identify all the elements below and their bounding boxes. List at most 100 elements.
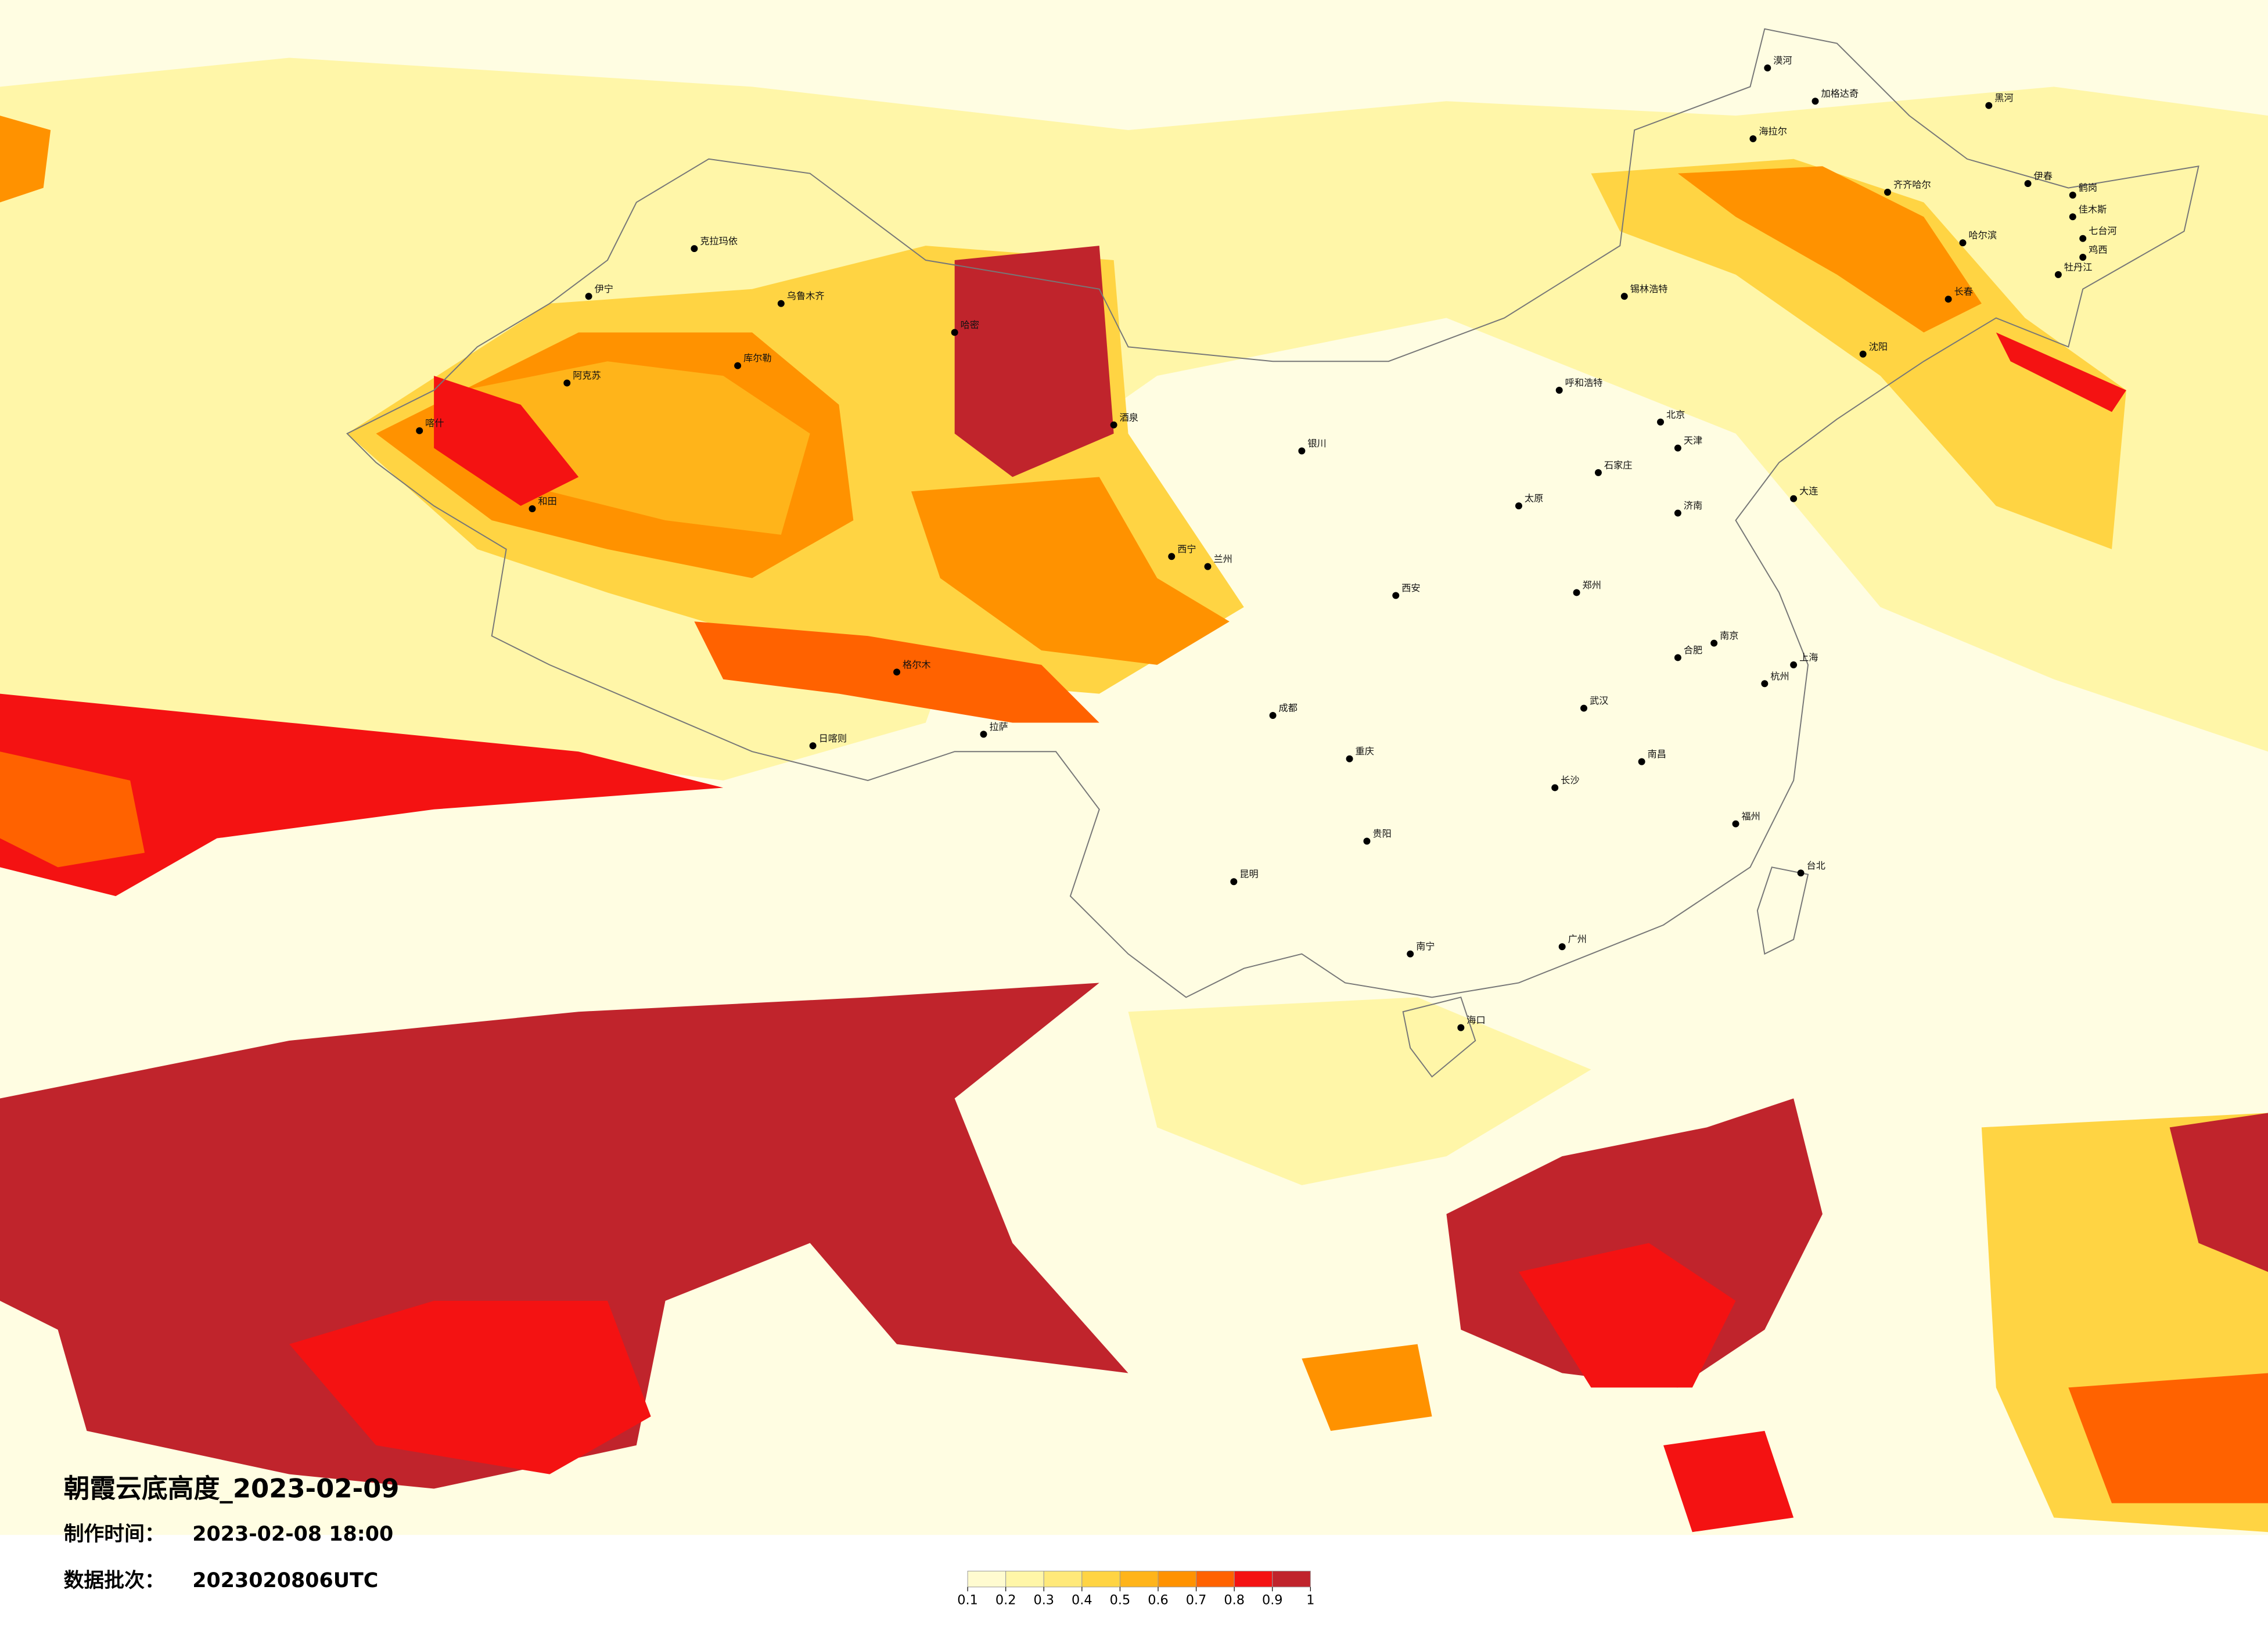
city-label: 伊宁 xyxy=(595,283,613,294)
city-label: 杭州 xyxy=(1770,671,1789,682)
city-label: 广州 xyxy=(1568,934,1587,945)
city-dot xyxy=(1594,469,1602,476)
colorbar-tick-label: 0.6 xyxy=(1148,1593,1169,1608)
city-dot xyxy=(1555,387,1563,394)
city-dot xyxy=(1884,189,1891,196)
city-dot xyxy=(1580,704,1588,712)
city-dot xyxy=(893,668,901,676)
city-label: 齐齐哈尔 xyxy=(1893,179,1931,190)
colorbar-tick-label: 0.5 xyxy=(1110,1593,1131,1608)
city-dot xyxy=(1551,784,1559,792)
city-dot xyxy=(1749,135,1757,142)
city-label: 长沙 xyxy=(1561,775,1579,786)
colorbar-swatch xyxy=(1158,1570,1197,1588)
city-label: 郑州 xyxy=(1583,580,1601,591)
city-dot xyxy=(734,362,742,369)
city-dot xyxy=(777,300,785,307)
colorbar-swatch xyxy=(1272,1570,1311,1588)
city-label: 和田 xyxy=(538,496,556,507)
city-dot xyxy=(1363,837,1371,845)
city-label: 锡林浩特 xyxy=(1630,283,1668,294)
colorbar-swatch xyxy=(1005,1570,1044,1588)
city-dot xyxy=(1515,502,1522,510)
city-label: 乌鲁木齐 xyxy=(787,290,825,301)
city-label: 阿克苏 xyxy=(573,370,601,381)
city-dot xyxy=(809,742,817,750)
cloud-area xyxy=(1663,1431,1794,1533)
city-label: 黑河 xyxy=(1994,92,2013,103)
city-label: 北京 xyxy=(1666,409,1685,420)
cloud-area xyxy=(0,751,145,868)
city-dot xyxy=(1298,447,1306,455)
colorbar-swatch xyxy=(1234,1570,1273,1588)
cloud-area xyxy=(1518,1243,1736,1388)
city-label: 大连 xyxy=(1799,485,1818,497)
city-dot xyxy=(1573,589,1580,596)
colorbar-swatch xyxy=(967,1570,1007,1588)
city-label: 台北 xyxy=(1807,860,1825,871)
city-dot xyxy=(1558,943,1566,951)
city-dot xyxy=(529,505,536,513)
city-label: 佳木斯 xyxy=(2079,204,2107,215)
city-label: 昆明 xyxy=(1239,869,1258,880)
city-label: 成都 xyxy=(1279,703,1297,714)
city-dot xyxy=(1985,102,1993,109)
city-label: 鸡西 xyxy=(2089,244,2107,256)
cloud-area xyxy=(0,116,51,203)
city-dot xyxy=(1204,563,1212,570)
city-label: 太原 xyxy=(1525,493,1543,504)
city-label: 贵阳 xyxy=(1372,828,1391,839)
city-label: 福州 xyxy=(1741,811,1760,822)
cloud-area xyxy=(1128,997,1591,1185)
city-dot xyxy=(1674,444,1681,452)
city-dot xyxy=(1674,654,1681,661)
city-label: 酒泉 xyxy=(1120,412,1138,423)
city-label: 西宁 xyxy=(1177,544,1196,555)
batch-label: 数据批次： xyxy=(64,1569,165,1592)
city-dot xyxy=(2069,192,2076,199)
city-label: 牡丹江 xyxy=(2064,261,2093,272)
city-dot xyxy=(1346,755,1353,762)
city-label: 海口 xyxy=(1467,1015,1485,1026)
city-dot xyxy=(1407,950,1414,958)
city-dot xyxy=(563,379,571,387)
city-dot xyxy=(1457,1024,1465,1031)
city-dot xyxy=(1859,350,1867,358)
city-dot xyxy=(2069,213,2076,221)
city-label: 南宁 xyxy=(1416,941,1435,952)
cloud-area xyxy=(1677,166,1982,333)
city-dot xyxy=(1110,421,1117,429)
city-label: 沈阳 xyxy=(1869,341,1888,352)
cloud-area xyxy=(1302,1344,1432,1431)
city-label: 上海 xyxy=(1799,652,1818,663)
city-label: 天津 xyxy=(1684,435,1702,446)
city-dot xyxy=(416,427,423,434)
colorbar-tick-label: 1 xyxy=(1306,1593,1314,1608)
colorbar-tick-label: 0.3 xyxy=(1033,1593,1054,1608)
cloud-area xyxy=(289,1301,651,1474)
city-label: 伊春 xyxy=(2034,171,2053,182)
city-label: 南昌 xyxy=(1648,749,1666,760)
colorbar-swatch xyxy=(1043,1570,1083,1588)
colorbar-tick-label: 0.9 xyxy=(1262,1593,1283,1608)
city-dot xyxy=(1392,592,1400,599)
cloud-area xyxy=(0,983,1128,1489)
city-label: 呼和浩特 xyxy=(1565,377,1603,388)
city-label: 海拉尔 xyxy=(1759,125,1787,136)
cloud-area xyxy=(0,693,724,897)
city-dot xyxy=(1230,878,1238,886)
cloud-area xyxy=(1591,159,2126,549)
city-dot xyxy=(1959,239,1967,247)
cloud-area xyxy=(2068,1373,2268,1503)
city-label: 格尔木 xyxy=(903,659,931,670)
city-label: 南京 xyxy=(1720,630,1738,641)
city-label: 重庆 xyxy=(1356,746,1374,757)
city-dot xyxy=(2079,254,2087,261)
city-label: 漠河 xyxy=(1773,55,1792,66)
city-dot xyxy=(2054,271,2062,278)
city-label: 喀什 xyxy=(425,418,444,429)
city-dot xyxy=(1790,495,1798,502)
colorbar-tick-label: 0.1 xyxy=(957,1593,978,1608)
city-dot xyxy=(1797,869,1805,877)
